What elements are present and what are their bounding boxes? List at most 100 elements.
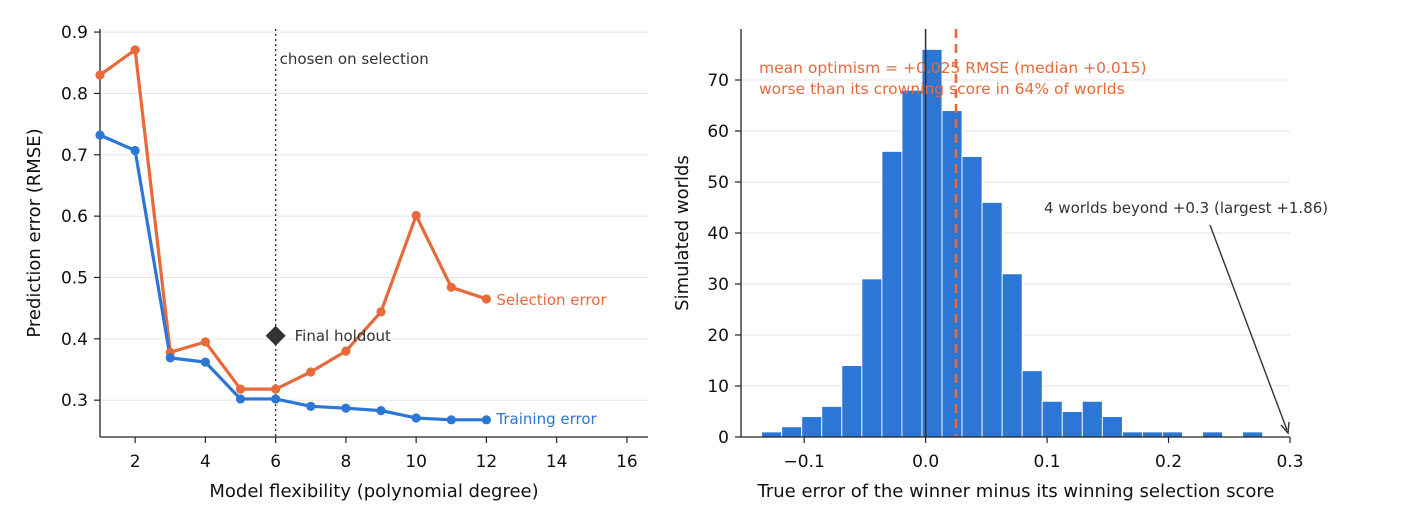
right-y-tick-label: 20 (707, 326, 729, 346)
right-y-tick-label: 50 (707, 173, 729, 193)
right-x-tick-label: 0.0 (912, 452, 939, 472)
left-x-tick-label: 12 (476, 452, 498, 472)
histogram-bar (1081, 400, 1103, 438)
selection-error-point (446, 282, 456, 292)
right-y-tick-label: 0 (718, 428, 729, 448)
training-error-point (341, 403, 351, 413)
training-error-point (481, 415, 492, 425)
selection-error-point (411, 210, 421, 221)
left-grid (100, 31, 648, 401)
left-y-tick-label: 0.3 (61, 391, 88, 411)
left-x-tick-label: 8 (340, 452, 351, 472)
left-x-tick-label: 14 (546, 452, 568, 472)
selection-error-point (200, 337, 210, 347)
left-panel: 2 4 6 8 10 12 14 16 0.3 0.4 0.5 0.6 0.7 0.8 0.9 chose… (24, 23, 648, 502)
right-y-tick-label: 60 (707, 122, 729, 142)
left-y-tick-label: 0.4 (61, 330, 88, 350)
training-error-point (130, 145, 140, 156)
left-x-ticks: 2 4 6 8 10 12 14 16 (130, 437, 638, 472)
selection-error-label: Selection error (496, 291, 607, 309)
histogram-bar (1041, 400, 1063, 438)
chosen-degree-label: chosen on selection (280, 50, 429, 68)
training-error-point (200, 357, 210, 367)
histogram-bar (1202, 431, 1224, 438)
training-error-point (306, 401, 316, 411)
histogram-bar (1021, 370, 1043, 438)
mean-optimism-annotation: mean optimism = +0.025 RMSE (median +0.0… (759, 59, 1147, 77)
overflow-note: 4 worlds beyond +0.3 (largest +1.86) (1044, 199, 1328, 217)
selection-error-point (95, 70, 105, 80)
left-y-ticks: 0.3 0.4 0.5 0.6 0.7 0.8 0.9 (61, 23, 100, 411)
training-error-label: Training error (495, 410, 597, 428)
histogram-bar (1101, 416, 1123, 438)
left-x-axis-title: Model flexibility (polynomial degree) (209, 481, 538, 502)
right-x-ticks: −0.1 0.0 0.1 0.2 0.3 (784, 437, 1304, 472)
histogram-bar (941, 110, 963, 438)
right-x-tick-label: 0.2 (1155, 452, 1182, 472)
left-y-tick-label: 0.5 (61, 268, 88, 288)
training-error-point (235, 394, 246, 404)
crowning-score-annotation: worse than its crowning score in 64% of … (759, 80, 1125, 98)
final-holdout-label: Final holdout (295, 327, 391, 345)
histogram-bar (761, 431, 783, 438)
selection-error-point (341, 346, 351, 356)
histogram-bars (761, 48, 1264, 438)
histogram-bar (861, 278, 883, 438)
training-error-point (446, 415, 456, 425)
right-x-tick-label: 0.1 (1034, 452, 1061, 472)
left-x-tick-label: 2 (130, 452, 141, 472)
selection-error-point (376, 307, 386, 317)
left-y-tick-label: 0.9 (61, 23, 88, 43)
right-y-axis-title: Simulated worlds (672, 155, 693, 311)
left-x-tick-label: 16 (616, 452, 638, 472)
histogram-bar (961, 156, 983, 438)
right-x-tick-label: 0.3 (1276, 452, 1303, 472)
right-y-ticks: 0 10 20 30 40 50 60 70 (707, 71, 741, 448)
left-y-tick-label: 0.7 (61, 146, 88, 166)
training-error-line (99, 133, 487, 422)
overflow-arrow-shaft (1209, 224, 1288, 431)
selection-error-point (481, 294, 492, 304)
right-y-tick-label: 30 (707, 275, 729, 295)
histogram-bar (841, 365, 863, 438)
histogram-bar (981, 201, 1003, 438)
left-y-tick-label: 0.8 (61, 84, 88, 104)
selection-error-line (99, 48, 487, 391)
training-error-point (411, 413, 421, 423)
left-y-tick-label: 0.6 (61, 207, 88, 227)
training-error-point (165, 353, 175, 363)
selection-error-point (130, 45, 140, 55)
right-y-tick-label: 70 (707, 71, 729, 91)
left-x-tick-label: 6 (270, 452, 281, 472)
left-y-axis-title: Prediction error (RMSE) (24, 128, 45, 337)
training-error-points (95, 130, 492, 425)
training-error-point (95, 130, 105, 140)
right-y-tick-label: 10 (707, 377, 729, 397)
histogram-bar (1001, 273, 1023, 438)
histogram-bar (1242, 431, 1264, 438)
overflow-arrow-head (1280, 421, 1290, 435)
training-error-point (271, 394, 281, 404)
histogram-bar (1121, 431, 1143, 438)
histogram-bar (1141, 431, 1163, 438)
right-x-tick-label: −0.1 (784, 452, 825, 472)
final-holdout-marker (265, 325, 286, 346)
histogram-bar (781, 426, 803, 438)
training-error-point (376, 406, 386, 416)
left-x-tick-label: 10 (405, 452, 427, 472)
selection-error-point (271, 384, 281, 394)
histogram-bar (1162, 431, 1183, 438)
right-x-axis-title: True error of the winner minus its winni… (756, 481, 1274, 502)
histogram-bar (1061, 411, 1083, 438)
right-panel: −0.1 0.0 0.1 0.2 0.3 0 10 20 30 40 50 60 70 mean op… (672, 29, 1328, 502)
histogram-bar (901, 89, 923, 438)
selection-error-point (306, 367, 316, 377)
right-grid (741, 79, 1290, 387)
right-y-tick-label: 40 (707, 224, 729, 244)
histogram-bar (821, 405, 843, 438)
histogram-bar (801, 416, 823, 438)
histogram-bar (881, 150, 903, 438)
left-x-tick-label: 4 (200, 452, 211, 472)
selection-error-point (235, 384, 246, 394)
